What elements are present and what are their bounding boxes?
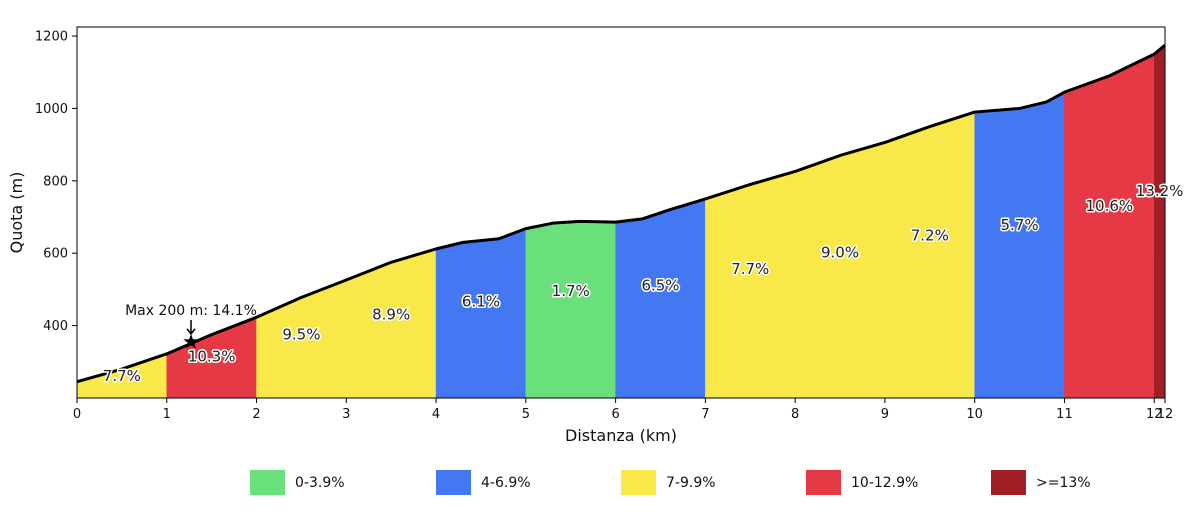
gradient-segment	[346, 248, 437, 399]
y-axis-title: Quota (m)	[7, 172, 26, 254]
x-tick-label: 7	[701, 407, 709, 422]
y-tick-label: 1200	[35, 30, 68, 45]
x-tick-label: 0	[73, 407, 81, 422]
legend-label: >=13%	[1036, 475, 1091, 491]
y-tick-label: 1000	[35, 102, 68, 117]
segment-gradient-labels: 7.7% 10.3% 9.5% 8.9% 6.1% 1.7% 6.5% 7.7% 9.0% 7.2…	[101, 180, 1185, 386]
y-axis: 400 600 800 1000 1200	[35, 30, 77, 334]
gradient-segment	[1064, 53, 1155, 399]
elevation-profile-line	[76, 43, 1166, 384]
x-tick-label: 4	[432, 407, 440, 422]
segment-gradient-label: 6.1%	[462, 293, 500, 311]
segment-gradient-label: 9.5%	[282, 326, 320, 344]
gradient-segment	[615, 198, 706, 399]
x-tick-label: 2	[252, 407, 260, 422]
legend-label: 0-3.9%	[295, 475, 345, 491]
gradient-segment	[525, 221, 616, 399]
x-tick-label: 10	[966, 407, 983, 422]
legend-swatch	[250, 470, 285, 495]
y-tick-label: 800	[43, 174, 68, 189]
segment-gradient-label: 1.7%	[552, 282, 590, 300]
legend-label: 7-9.9%	[666, 475, 716, 491]
legend-swatch	[991, 470, 1026, 495]
max-gradient-annotation-text: Max 200 m: 14.1%	[125, 303, 257, 319]
gradient-segment	[794, 142, 886, 399]
x-tick-label: 9	[881, 407, 889, 422]
x-tick-label: 8	[791, 407, 799, 422]
plot-area	[76, 26, 1166, 399]
gradient-segment	[974, 91, 1065, 399]
gradient-segment	[1153, 44, 1166, 399]
gradient-segment	[435, 228, 527, 399]
annotation-arrowhead-icon	[186, 328, 196, 336]
segment-gradient-label: 8.9%	[372, 305, 410, 323]
max-gradient-annotation: Max 200 m: 14.1%	[125, 303, 257, 349]
legend-label: 4-6.9%	[481, 475, 531, 491]
gradient-segment	[884, 111, 975, 399]
star-marker-icon	[183, 333, 199, 349]
plot-frame	[76, 26, 1166, 399]
segment-gradient-label: 9.0%	[821, 243, 859, 261]
segment-gradient-label: 7.2%	[911, 227, 949, 245]
y-tick-label: 400	[43, 319, 68, 334]
x-tick-label: 11	[1056, 407, 1073, 422]
segment-gradient-label: 6.5%	[641, 277, 679, 295]
segment-gradient-label: 7.7%	[103, 367, 141, 385]
gradient-segment	[705, 171, 796, 399]
legend: 0-3.9% 4-6.9% 7-9.9% 10-12.9% >=13%	[250, 470, 1091, 495]
x-tick-label: 12	[1146, 407, 1163, 422]
x-tick-label: 6	[611, 407, 619, 422]
y-tick-label: 600	[43, 247, 68, 262]
legend-label: 10-12.9%	[851, 475, 918, 491]
segment-gradient-label: 10.3%	[188, 347, 236, 365]
segment-gradient-label: 13.2%	[1136, 182, 1184, 200]
x-tick-label: 3	[342, 407, 350, 422]
x-tick-label: 12	[1157, 407, 1174, 422]
legend-swatch	[436, 470, 471, 495]
segment-gradient-label: 5.7%	[1001, 216, 1039, 234]
segment-gradient-label: 10.6%	[1086, 197, 1134, 215]
x-axis-title: Distanza (km)	[565, 426, 677, 445]
x-tick-label: 1	[163, 407, 171, 422]
x-tick-label: 5	[522, 407, 530, 422]
segment-gradient-label: 7.7%	[731, 260, 769, 278]
legend-swatch	[621, 470, 656, 495]
legend-swatch	[806, 470, 841, 495]
gradient-segments	[76, 44, 1166, 399]
